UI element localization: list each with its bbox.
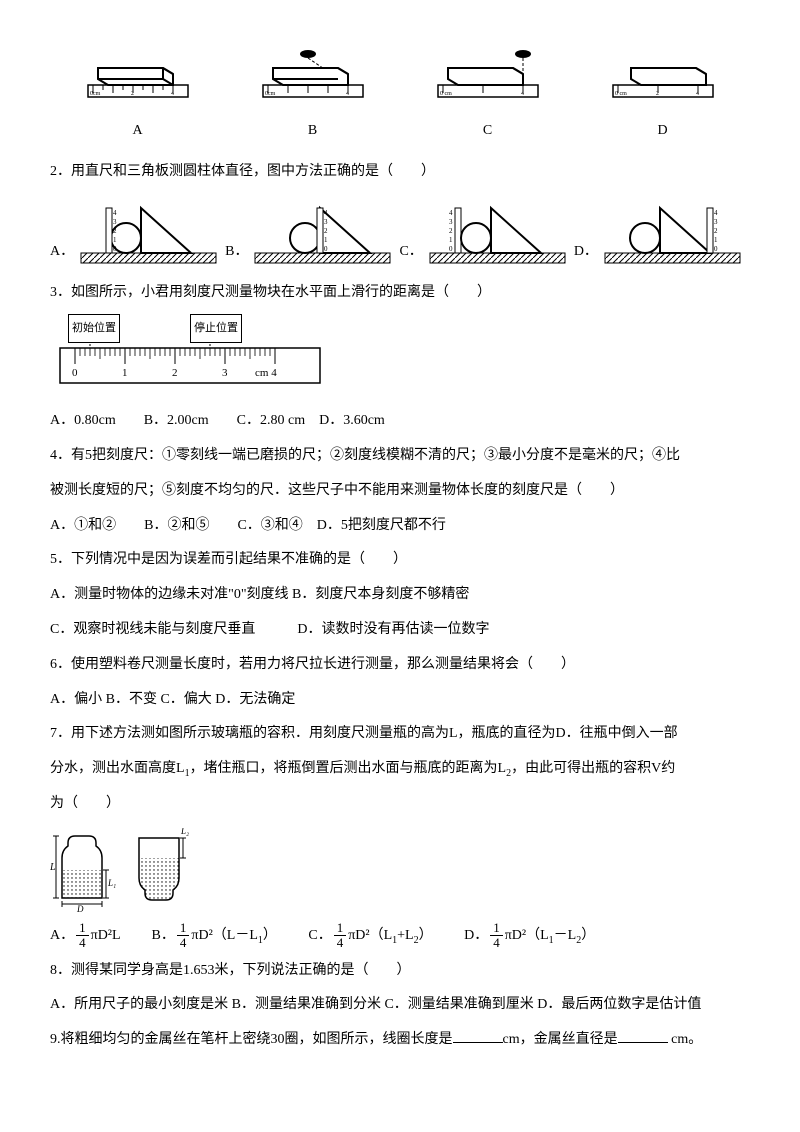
figure-q2: A． 43 21 0 B． 43 21 0 C． bbox=[50, 198, 750, 268]
fig-c-label: C bbox=[423, 116, 553, 147]
svg-text:0cm: 0cm bbox=[90, 91, 101, 97]
q6-options: A．偏小 B．不变 C．偏大 D．无法确定 bbox=[50, 685, 750, 716]
q2-d: D． 43 21 0 bbox=[574, 198, 745, 268]
svg-text:4: 4 bbox=[324, 209, 328, 217]
q7-line3: 为（ ） bbox=[50, 789, 750, 820]
svg-text:0: 0 bbox=[72, 367, 78, 379]
figure-q7: L L₁ D L₂ bbox=[50, 828, 750, 913]
svg-text:2: 2 bbox=[449, 227, 453, 235]
svg-text:0: 0 bbox=[449, 245, 453, 253]
q9-text: 9.将粗细均匀的金属丝在笔杆上密绕30圈，如图所示，线圈长度是cm，金属丝直径是… bbox=[50, 1025, 750, 1056]
svg-text:cm 4: cm 4 bbox=[255, 367, 277, 379]
q7-line2: 分水，测出水面高度L1，堵住瓶口，将瓶倒置后测出水面与瓶底的距离为L2，由此可得… bbox=[50, 754, 750, 785]
svg-text:4: 4 bbox=[449, 209, 453, 217]
q2-d-label: D． bbox=[574, 237, 598, 268]
q2-text: 2．用直尺和三角板测圆柱体直径，图中方法正确的是（ ） bbox=[50, 157, 750, 188]
q2-b: B． 43 21 0 bbox=[225, 198, 395, 268]
bottle-inverted: L₂ bbox=[132, 828, 192, 913]
svg-text:0: 0 bbox=[714, 245, 718, 253]
svg-text:4: 4 bbox=[714, 209, 718, 217]
pos-initial: 初始位置 bbox=[68, 314, 120, 342]
fig-d: 0 cm 2 4 D bbox=[598, 50, 728, 147]
q4-line2: 被测长度短的尺；⑤刻度不均匀的尺．这些尺子中不能用来测量物体长度的刻度尺是（ ） bbox=[50, 476, 750, 507]
figure-q1: 0cm 2 4 A 0cm 4 bbox=[50, 50, 750, 147]
svg-text:2: 2 bbox=[172, 367, 178, 379]
svg-text:4: 4 bbox=[346, 91, 349, 97]
figure-q3: 初始位置 停止位置 bbox=[50, 316, 750, 402]
svg-text:0cm: 0cm bbox=[265, 91, 276, 97]
svg-text:L: L bbox=[50, 862, 56, 873]
svg-text:3: 3 bbox=[449, 218, 453, 226]
svg-text:0: 0 bbox=[324, 245, 328, 253]
svg-text:3: 3 bbox=[113, 218, 117, 226]
fig-d-label: D bbox=[598, 116, 728, 147]
svg-text:3: 3 bbox=[714, 218, 718, 226]
q8-text: 8．测得某同学身高是1.653米，下列说法正确的是（ ） bbox=[50, 956, 750, 987]
svg-text:4: 4 bbox=[521, 91, 524, 97]
svg-text:1: 1 bbox=[449, 236, 453, 244]
q3-options: A．0.80cm B．2.00cm C．2.80 cm D．3.60cm bbox=[50, 406, 750, 437]
svg-text:2: 2 bbox=[714, 227, 718, 235]
q7-line1: 7．用下述方法测如图所示玻璃瓶的容积．用刻度尺测量瓶的高为L，瓶底的直径为D．往… bbox=[50, 719, 750, 750]
svg-text:2: 2 bbox=[131, 91, 134, 97]
svg-text:4: 4 bbox=[171, 91, 174, 97]
fig-c: 0 cm 4 C bbox=[423, 50, 553, 147]
q2-a-label: A． bbox=[50, 237, 74, 268]
q2-b-label: B． bbox=[225, 237, 248, 268]
q4-options: A．①和② B．②和⑤ C．③和④ D．5把刻度尺都不行 bbox=[50, 511, 750, 542]
q8-options: A．所用尺子的最小刻度是米 B．测量结果准确到分米 C．测量结果准确到厘米 D．… bbox=[50, 990, 750, 1021]
svg-text:0: 0 bbox=[113, 245, 117, 253]
svg-text:3: 3 bbox=[324, 218, 328, 226]
svg-text:1: 1 bbox=[324, 236, 328, 244]
q2-c-label: C． bbox=[399, 237, 422, 268]
q6-text: 6．使用塑料卷尺测量长度时，若用力将尺拉长进行测量，那么测量结果将会（ ） bbox=[50, 650, 750, 681]
svg-text:4: 4 bbox=[696, 91, 699, 97]
svg-text:D: D bbox=[76, 904, 84, 913]
svg-text:3: 3 bbox=[222, 367, 228, 379]
svg-text:L₁: L₁ bbox=[107, 878, 116, 888]
q2-c: C． 43 21 0 bbox=[399, 198, 569, 268]
svg-text:L₂: L₂ bbox=[180, 828, 189, 836]
bottle-upright: L L₁ D bbox=[50, 828, 120, 913]
svg-text:1: 1 bbox=[122, 367, 128, 379]
fig-a-label: A bbox=[73, 116, 203, 147]
svg-text:4: 4 bbox=[113, 209, 117, 217]
svg-text:2: 2 bbox=[656, 91, 659, 97]
svg-text:0 cm: 0 cm bbox=[615, 91, 627, 97]
q5-optC: C．观察时视线未能与刻度尺垂直 D．读数时没有再估读一位数字 bbox=[50, 615, 750, 646]
q2-a: A． 43 21 0 bbox=[50, 198, 221, 268]
svg-text:0 cm: 0 cm bbox=[440, 91, 452, 97]
blank-1 bbox=[453, 1028, 503, 1043]
fig-a: 0cm 2 4 A bbox=[73, 50, 203, 147]
q3-text: 3．如图所示，小君用刻度尺测量物块在水平面上滑行的距离是（ ） bbox=[50, 278, 750, 309]
fig-b: 0cm 4 B bbox=[248, 50, 378, 147]
svg-text:2: 2 bbox=[113, 227, 117, 235]
q4-line1: 4．有5把刻度尺：①零刻线一端已磨损的尺；②刻度线模糊不清的尺；③最小分度不是毫… bbox=[50, 441, 750, 472]
svg-text:1: 1 bbox=[714, 236, 718, 244]
svg-text:2: 2 bbox=[324, 227, 328, 235]
fig-b-label: B bbox=[248, 116, 378, 147]
svg-text:1: 1 bbox=[113, 236, 117, 244]
blank-2 bbox=[618, 1028, 668, 1043]
q7-options: A．14πD²L B．14πD²（L－L1） C．14πD²（L1+L2） D．… bbox=[50, 921, 750, 952]
pos-stop: 停止位置 bbox=[190, 314, 242, 342]
q5-optA: A．测量时物体的边缘未对准"0"刻度线 B．刻度尺本身刻度不够精密 bbox=[50, 580, 750, 611]
q5-text: 5．下列情况中是因为误差而引起结果不准确的是（ ） bbox=[50, 545, 750, 576]
